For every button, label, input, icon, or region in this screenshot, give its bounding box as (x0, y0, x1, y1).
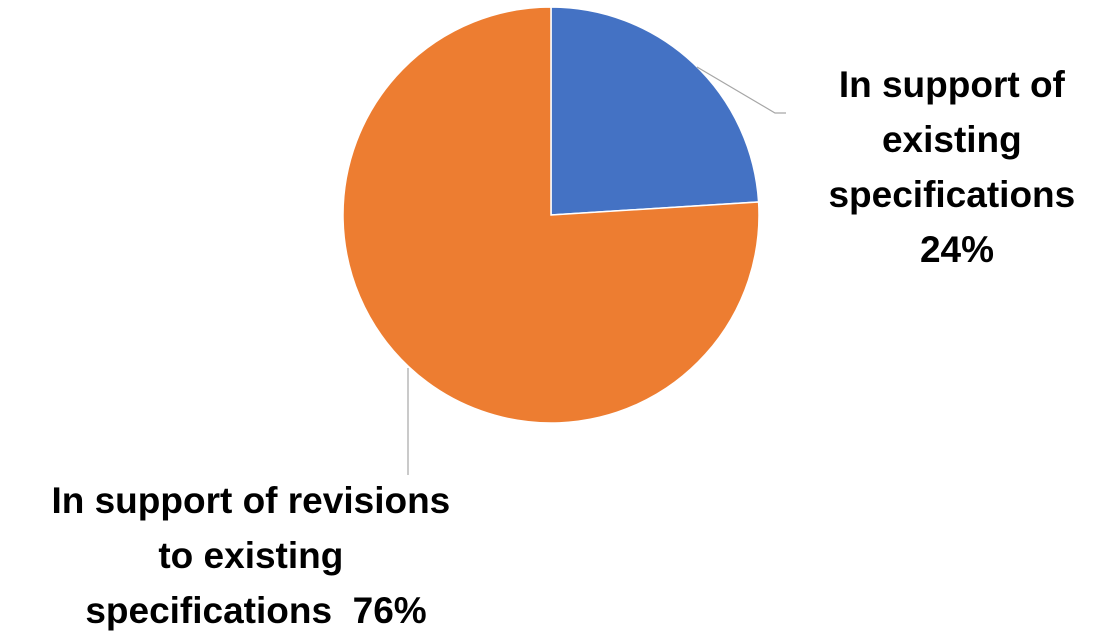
pie-slice-revisions (342, 6, 760, 424)
data-label-revisions: In support of revisions to existing spec… (51, 480, 460, 631)
leader-line-existing (696, 66, 786, 114)
data-label-revisions-line-2: to existing (158, 535, 343, 576)
data-labels-layer: In support of existing specifications 24… (51, 64, 1085, 631)
data-label-existing: In support of existing specifications 24… (828, 64, 1085, 270)
data-label-revisions-line-3: specifications 76% (85, 590, 426, 631)
data-label-existing-line-3: specifications (828, 174, 1075, 215)
slices-layer (342, 6, 760, 424)
leader-lines-layer (407, 66, 786, 475)
pie-slice-existing (550, 6, 760, 216)
data-label-revisions-line-1: In support of revisions (51, 480, 450, 521)
data-label-existing-line-2: existing (882, 119, 1022, 160)
data-label-existing-value: 24% (920, 229, 994, 270)
data-label-existing-line-1: In support of (839, 64, 1066, 105)
